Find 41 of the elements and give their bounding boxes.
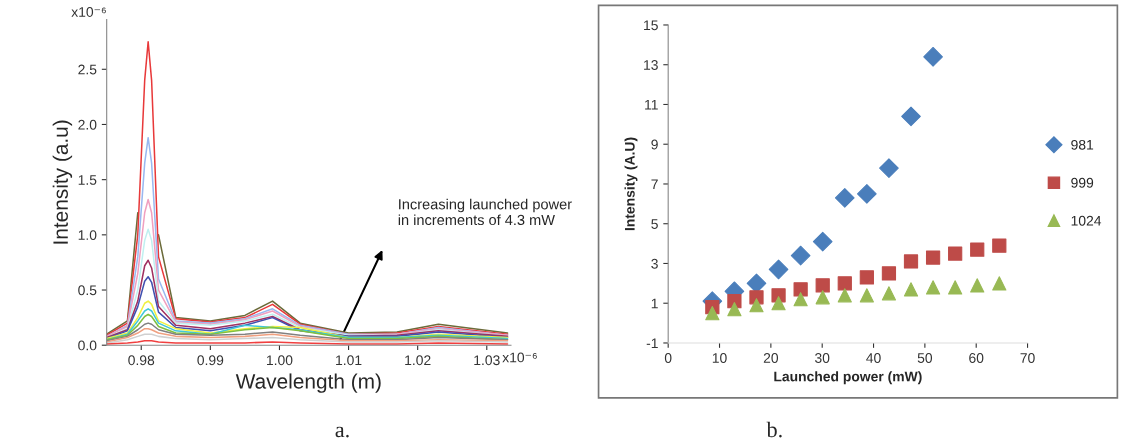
y-tick-label: 2.5	[78, 64, 97, 75]
y-tick-label: 13	[644, 60, 658, 70]
x-tick-label: 20	[763, 353, 779, 363]
x-tick-label: 50	[917, 353, 933, 363]
y-tick-label: 1.0	[78, 230, 97, 241]
y-tick-label: 9	[651, 139, 658, 150]
x-tick-label: 0.98	[128, 355, 155, 366]
x-tick-label: 60	[969, 353, 984, 363]
x-tick-label: 30	[815, 353, 830, 363]
text: x10⁻⁶	[502, 352, 537, 363]
legend-label: 999	[1071, 177, 1094, 188]
text: a.	[335, 426, 349, 438]
y-tick-label: 0.5	[78, 285, 97, 296]
x-tick-label: 1.02	[405, 355, 431, 366]
y-tick-label: 3	[651, 258, 658, 269]
y-tick-label: 15	[644, 20, 658, 31]
x-tick-label: 1.03	[474, 355, 500, 366]
y-axis-title: Intensity (a.u)	[52, 120, 73, 244]
x-tick-label: 0.99	[197, 355, 224, 366]
x-tick-label: 1.00	[267, 355, 293, 366]
y-tick-label: 0.0	[78, 340, 97, 351]
x-axis-title: Launched power (mW)	[774, 371, 922, 385]
y-tick-label: 1.5	[78, 175, 97, 185]
x-tick-label: 0	[664, 353, 672, 363]
y-tick-label: 11	[645, 99, 658, 110]
annotation: Increasing launched power in increments of 4.3 mW	[398, 198, 572, 226]
y-tick-label: -1	[646, 338, 658, 349]
legend-label: 981	[1071, 139, 1094, 150]
text: x10⁻⁶	[71, 7, 106, 17]
y-axis-title: Intensity (A.U)	[624, 137, 638, 231]
y-tick-label: 7	[651, 179, 658, 190]
y-tick-label: 5	[651, 219, 658, 229]
y-tick-label: 2.0	[78, 119, 97, 130]
y-tick-label: 1	[651, 298, 658, 309]
x-tick-label: 70	[1020, 353, 1035, 363]
text: b.	[766, 421, 782, 438]
x-tick-label: 10	[712, 353, 727, 363]
legend-label: 1024	[1071, 215, 1102, 226]
x-axis-title: Wavelength (m)	[235, 373, 381, 393]
x-tick-label: 40	[866, 353, 881, 363]
x-tick-label: 1.01	[336, 355, 362, 366]
